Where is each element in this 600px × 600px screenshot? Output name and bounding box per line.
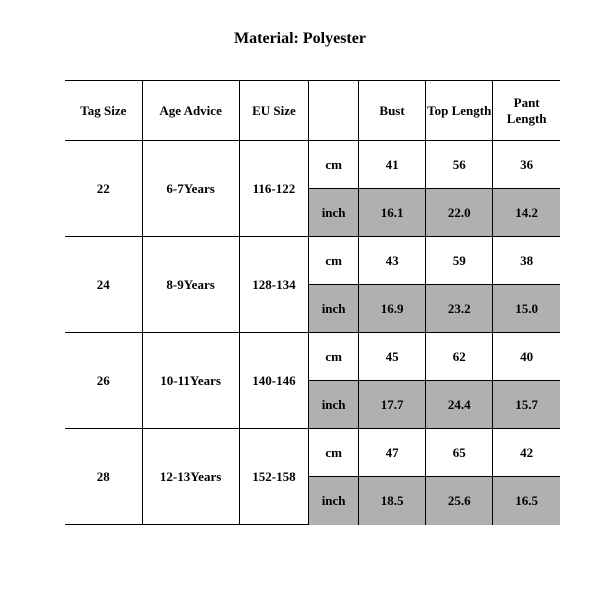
cell-pant: 16.5 bbox=[493, 477, 560, 525]
col-age-advice: Age Advice bbox=[142, 81, 239, 141]
cell-bust: 17.7 bbox=[358, 381, 425, 429]
cell-pant: 38 bbox=[493, 237, 560, 285]
cell-bust: 16.9 bbox=[358, 285, 425, 333]
cell-unit-inch: inch bbox=[309, 189, 359, 237]
table-row: 22 6-7Years 116-122 cm 41 56 36 bbox=[65, 141, 560, 189]
cell-eu: 152-158 bbox=[239, 429, 309, 525]
cell-unit-cm: cm bbox=[309, 141, 359, 189]
cell-top: 59 bbox=[426, 237, 493, 285]
cell-bust: 18.5 bbox=[358, 477, 425, 525]
cell-pant: 36 bbox=[493, 141, 560, 189]
cell-pant: 15.0 bbox=[493, 285, 560, 333]
cell-tag: 24 bbox=[65, 237, 142, 333]
cell-tag: 22 bbox=[65, 141, 142, 237]
cell-tag: 26 bbox=[65, 333, 142, 429]
col-eu-size: EU Size bbox=[239, 81, 309, 141]
col-bust: Bust bbox=[358, 81, 425, 141]
cell-top: 62 bbox=[426, 333, 493, 381]
cell-bust: 43 bbox=[358, 237, 425, 285]
cell-unit-inch: inch bbox=[309, 381, 359, 429]
col-tag-size: Tag Size bbox=[65, 81, 142, 141]
cell-bust: 41 bbox=[358, 141, 425, 189]
cell-pant: 14.2 bbox=[493, 189, 560, 237]
col-unit bbox=[309, 81, 359, 141]
cell-top: 24.4 bbox=[426, 381, 493, 429]
cell-pant: 40 bbox=[493, 333, 560, 381]
cell-top: 56 bbox=[426, 141, 493, 189]
col-pant-length: Pant Length bbox=[493, 81, 560, 141]
cell-pant: 42 bbox=[493, 429, 560, 477]
size-chart: Tag Size Age Advice EU Size Bust Top Len… bbox=[0, 80, 600, 555]
cell-age: 10-11Years bbox=[142, 333, 239, 429]
cell-top: 23.2 bbox=[426, 285, 493, 333]
page-title: Material: Polyester bbox=[0, 0, 600, 80]
size-table: Tag Size Age Advice EU Size Bust Top Len… bbox=[65, 80, 560, 525]
cell-eu: 128-134 bbox=[239, 237, 309, 333]
cell-bust: 47 bbox=[358, 429, 425, 477]
col-top-length: Top Length bbox=[426, 81, 493, 141]
cell-age: 6-7Years bbox=[142, 141, 239, 237]
header-row: Tag Size Age Advice EU Size Bust Top Len… bbox=[65, 81, 560, 141]
cell-eu: 140-146 bbox=[239, 333, 309, 429]
cell-eu: 116-122 bbox=[239, 141, 309, 237]
cell-unit-cm: cm bbox=[309, 237, 359, 285]
table-row: 28 12-13Years 152-158 cm 47 65 42 bbox=[65, 429, 560, 477]
cell-age: 8-9Years bbox=[142, 237, 239, 333]
cell-unit-inch: inch bbox=[309, 285, 359, 333]
cell-tag: 28 bbox=[65, 429, 142, 525]
table-row: 24 8-9Years 128-134 cm 43 59 38 bbox=[65, 237, 560, 285]
cell-unit-cm: cm bbox=[309, 333, 359, 381]
cell-pant: 15.7 bbox=[493, 381, 560, 429]
cell-unit-inch: inch bbox=[309, 477, 359, 525]
cell-bust: 45 bbox=[358, 333, 425, 381]
cell-top: 25.6 bbox=[426, 477, 493, 525]
cell-age: 12-13Years bbox=[142, 429, 239, 525]
cell-unit-cm: cm bbox=[309, 429, 359, 477]
cell-top: 65 bbox=[426, 429, 493, 477]
cell-bust: 16.1 bbox=[358, 189, 425, 237]
table-row: 26 10-11Years 140-146 cm 45 62 40 bbox=[65, 333, 560, 381]
cell-top: 22.0 bbox=[426, 189, 493, 237]
